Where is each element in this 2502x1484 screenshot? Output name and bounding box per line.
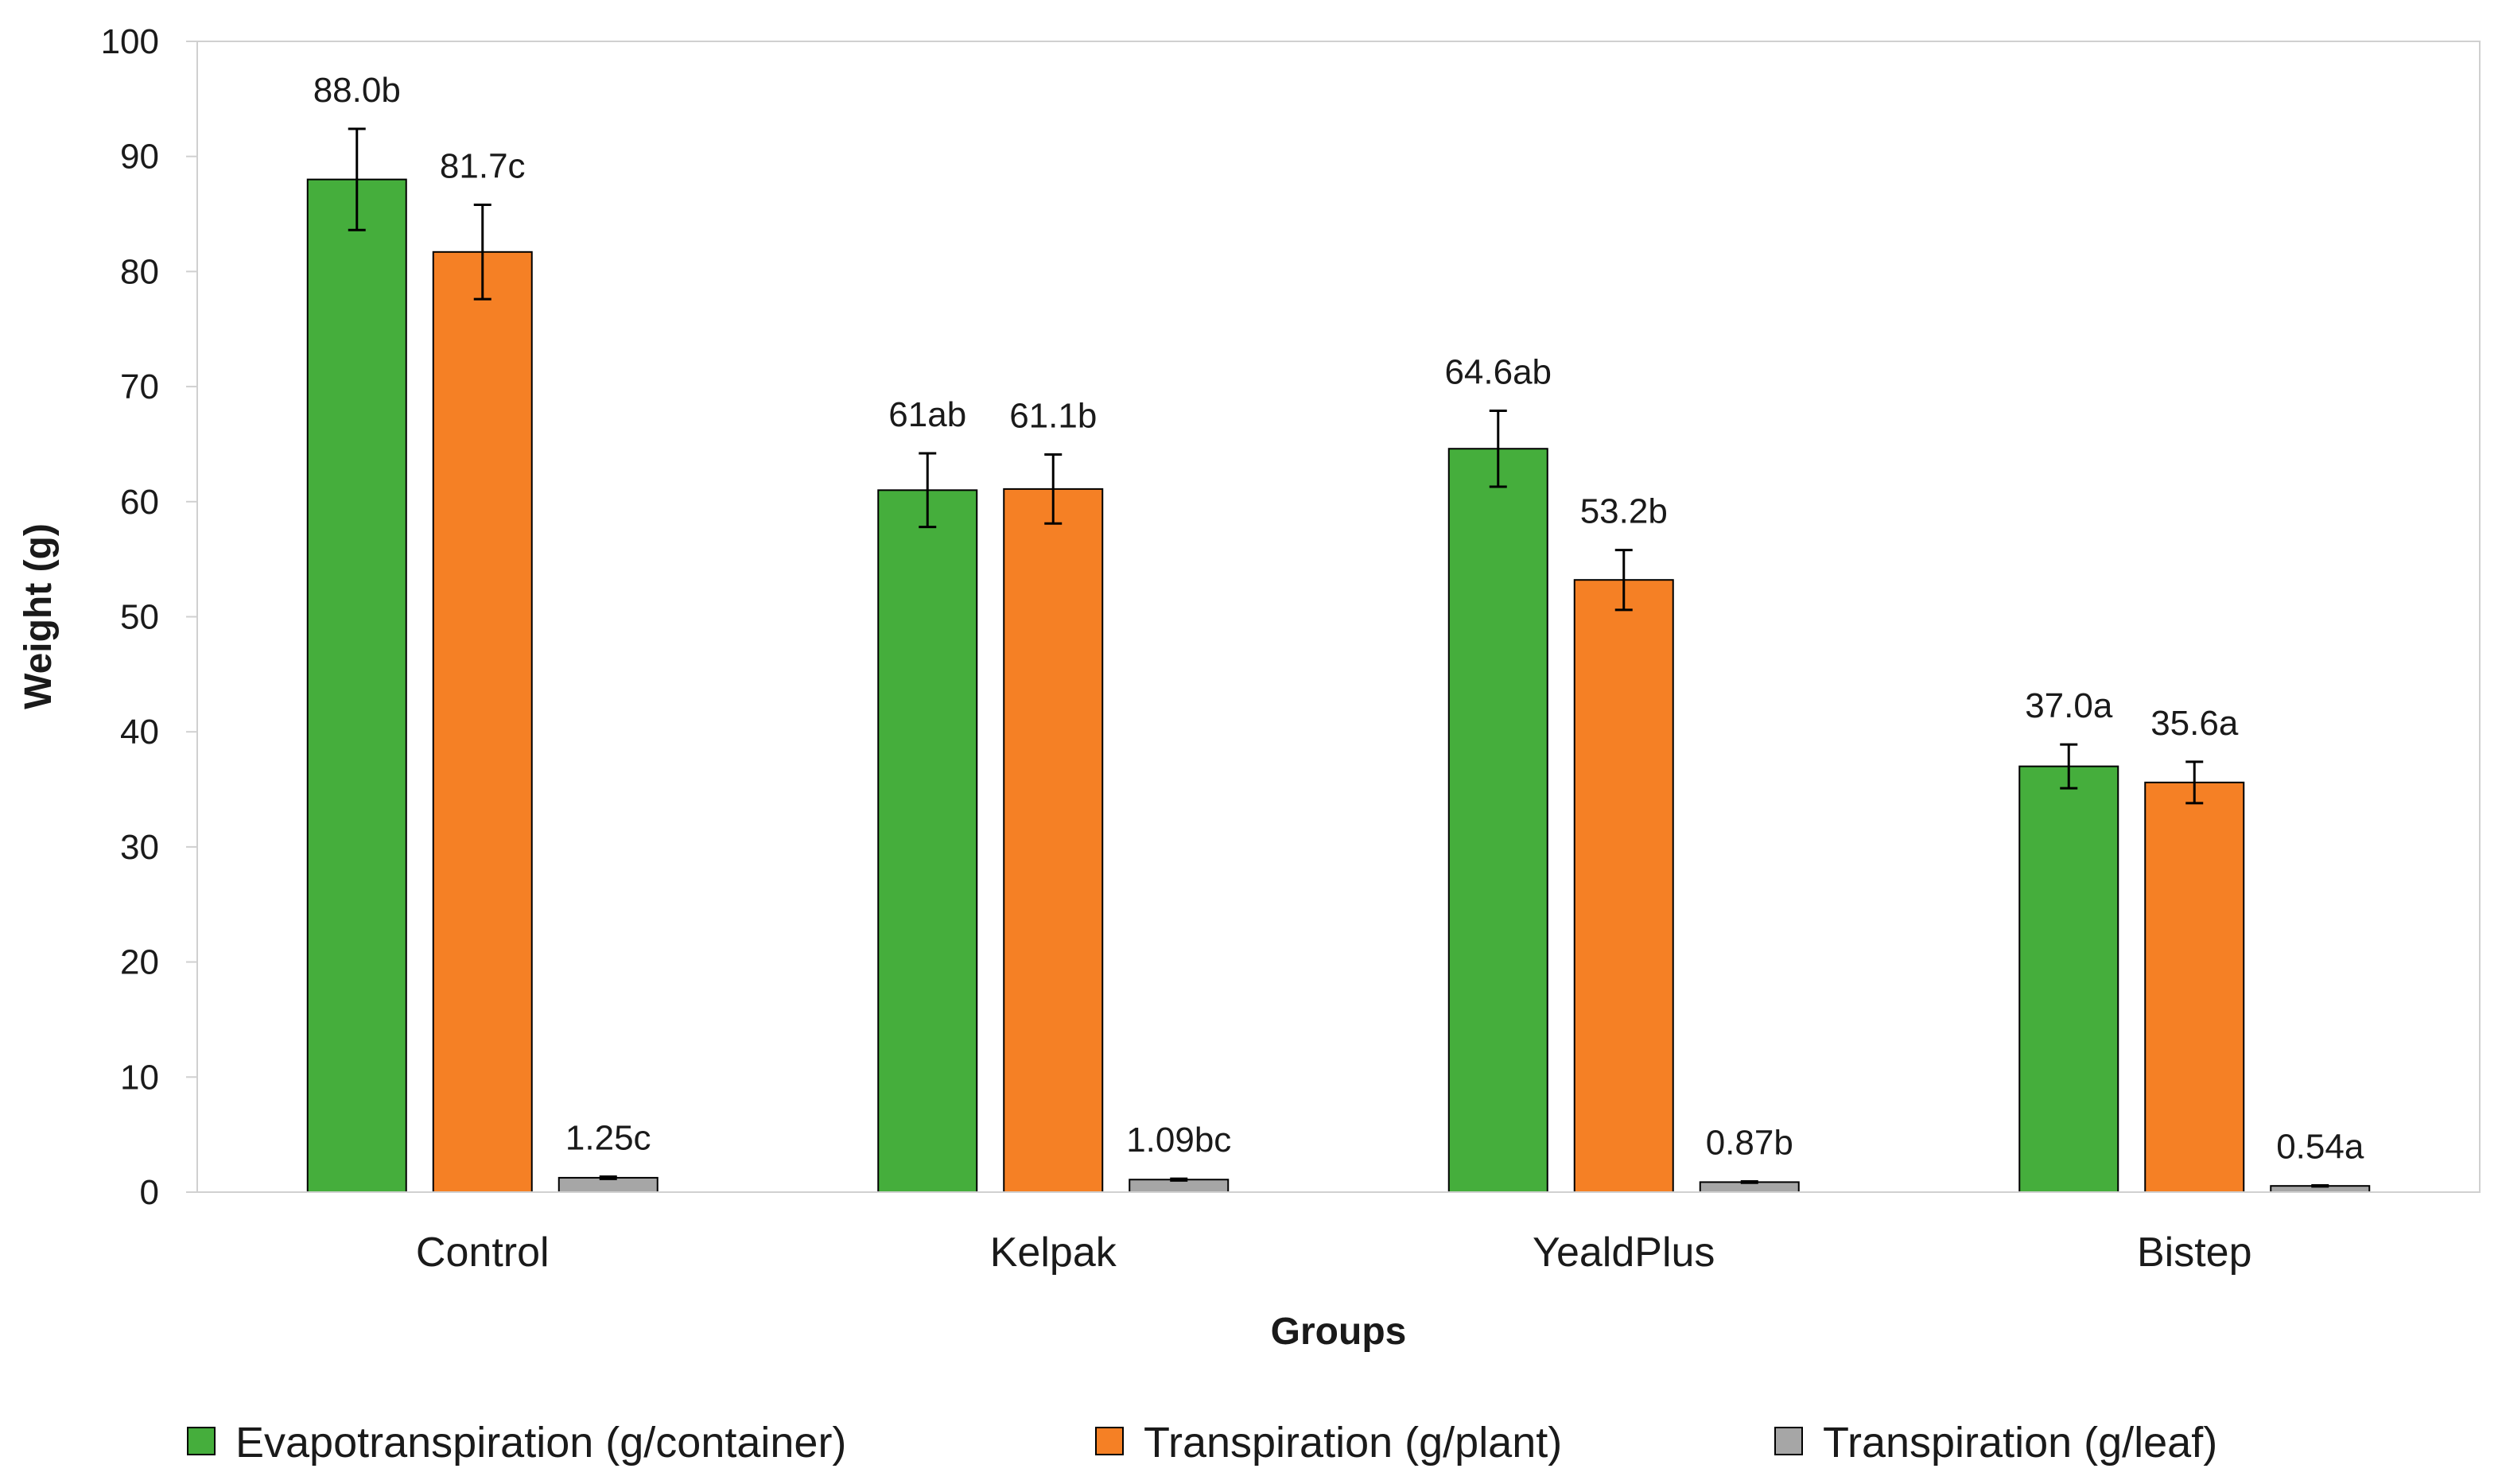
bar (2018, 765, 2119, 1193)
legend-label: Transpiration (g/leaf) (1823, 1419, 2217, 1467)
bar (1573, 579, 1674, 1193)
x-axis-title: Groups (1271, 1311, 1407, 1353)
y-tick-label: 80 (120, 252, 159, 291)
x-axis: Control Kelpak YealdPlus Bistep (416, 1230, 2252, 1276)
y-tick-label: 10 (120, 1058, 159, 1097)
y-tick-label: 100 (101, 22, 159, 61)
bar (1003, 488, 1104, 1193)
legend-label: Evapotranspiration (g/container) (235, 1419, 846, 1467)
y-tick-label: 30 (120, 828, 159, 867)
category-label: Kelpak (990, 1230, 1117, 1276)
data-label: 81.7c (440, 146, 526, 185)
data-label: 64.6ab (1444, 352, 1552, 391)
y-axis-title: Weight (g) (17, 523, 60, 709)
bar (2144, 781, 2245, 1193)
category-label: YealdPlus (1533, 1230, 1715, 1276)
legend-swatch (1774, 1427, 1803, 1455)
bar (1447, 448, 1548, 1193)
y-tick-label: 50 (120, 598, 159, 637)
y-tick-label: 40 (120, 713, 159, 752)
plot-area (196, 41, 2481, 1193)
data-label: 35.6a (2150, 704, 2239, 743)
data-label: 37.0a (2025, 686, 2113, 725)
category-label: Bistep (2137, 1230, 2252, 1276)
bars-group: 88.0b 81.7c 1.25c 61ab 61.1b 1.09bc 64.6ab 53.2… (197, 71, 2480, 1194)
y-tick-label: 90 (120, 138, 159, 177)
data-label: 1.25c (565, 1118, 651, 1157)
data-label: 0.54a (2276, 1127, 2364, 1166)
legend: Evapotranspiration (g/container) Transpir… (187, 1419, 2217, 1467)
legend-label: Transpiration (g/plant) (1144, 1419, 1562, 1467)
data-label: 1.09bc (1126, 1121, 1231, 1160)
data-label: 88.0b (313, 71, 401, 110)
y-tick-label: 20 (120, 943, 159, 982)
legend-swatch (1095, 1427, 1124, 1455)
bar (877, 489, 978, 1193)
y-tick-label: 60 (120, 483, 159, 522)
bar (306, 178, 407, 1193)
data-label: 0.87b (1706, 1124, 1793, 1163)
y-tick-label: 0 (140, 1173, 159, 1212)
data-label: 61.1b (1009, 396, 1097, 435)
bar (432, 251, 533, 1193)
y-axis: 0 10 20 30 40 50 60 70 80 90 100 (101, 22, 197, 1212)
y-tick-label: 70 (120, 367, 159, 406)
legend-swatch (187, 1427, 216, 1455)
data-label: 53.2b (1580, 492, 1668, 531)
category-label: Control (416, 1230, 550, 1276)
data-label: 61ab (888, 395, 966, 434)
